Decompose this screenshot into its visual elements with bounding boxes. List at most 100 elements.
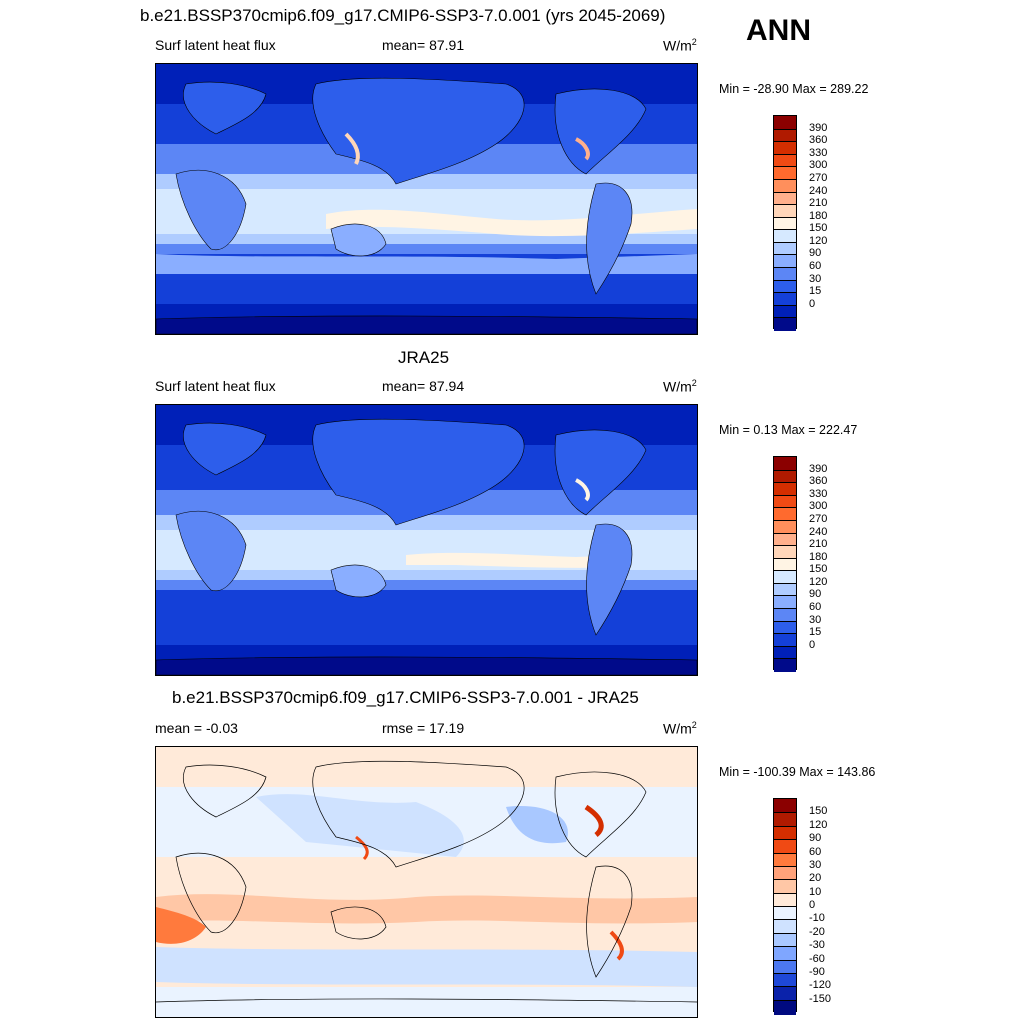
colorbar-swatch — [774, 317, 796, 332]
colorbar-tick-label: 30 — [809, 858, 822, 871]
colorbar-tick-label: 60 — [809, 845, 822, 858]
panel3-units: W/m2 — [663, 720, 697, 737]
panel3-map — [155, 746, 698, 1018]
colorbar-tick-label: 90 — [809, 832, 822, 845]
colorbar-swatch — [774, 645, 796, 660]
colorbar-tick-label: 30 — [809, 613, 822, 626]
colorbar-tick-label: -30 — [809, 939, 825, 952]
panel1-colorbar: 390 360 330 300 270 240 210 180 150 120 90 60 30 15 0 — [773, 115, 843, 332]
panel2-colorbar: 390 360 330 300 270 240 210 180 150 120 90 60 30 15 0 — [773, 456, 843, 673]
panel3-title: b.e21.BSSP370cmip6.f09_g17.CMIP6-SSP3-7.… — [172, 688, 639, 707]
colorbar-tick-label: 15 — [809, 285, 822, 298]
colorbar-swatch — [774, 959, 796, 975]
colorbar-swatch — [774, 633, 796, 648]
colorbar-swatch — [774, 191, 796, 206]
colorbar-swatch — [774, 946, 796, 962]
colorbar-tick-label: 360 — [809, 134, 828, 147]
colorbar-swatch — [774, 494, 796, 509]
colorbar-tick-label: 270 — [809, 171, 828, 184]
colorbar-swatch — [774, 507, 796, 522]
colorbar-swatch — [774, 557, 796, 572]
colorbar-3-frame — [773, 798, 797, 1015]
panel1-minmax: Min = -28.90 Max = 289.22 — [719, 82, 869, 96]
colorbar-swatch — [774, 608, 796, 623]
colorbar-tick-label: 300 — [809, 159, 828, 172]
colorbar-tick-label: 20 — [809, 872, 822, 885]
colorbar-swatch — [774, 658, 796, 673]
colorbar-swatch — [774, 865, 796, 881]
colorbar-tick-label: 0 — [809, 899, 816, 911]
colorbar-swatch — [774, 241, 796, 256]
colorbar-swatch — [774, 582, 796, 597]
panel2-title: JRA25 — [398, 348, 450, 367]
colorbar-swatch — [774, 932, 796, 948]
colorbar-swatch — [774, 972, 796, 988]
panel2-units: W/m2 — [663, 378, 697, 395]
colorbar-tick-label: 300 — [809, 500, 828, 513]
colorbar-tick-label: 60 — [809, 601, 822, 614]
colorbar-swatch — [774, 812, 796, 828]
colorbar-swatch — [774, 595, 796, 610]
colorbar-tick-label: 0 — [809, 297, 816, 310]
colorbar-swatch — [774, 267, 796, 282]
colorbar-swatch — [774, 216, 796, 231]
colorbar-tick-label: -120 — [809, 979, 832, 992]
colorbar-swatch — [774, 906, 796, 921]
colorbar-swatch — [774, 482, 796, 497]
colorbar-tick-label: 240 — [809, 525, 828, 538]
colorbar-tick-label: 270 — [809, 512, 828, 525]
colorbar-swatch — [774, 166, 796, 181]
panel3-mean-label: mean = -0.03 — [155, 720, 238, 736]
panel3-minmax: Min = -100.39 Max = 143.86 — [719, 765, 876, 779]
colorbar-tick-label: 240 — [809, 184, 828, 197]
colorbar-swatch — [774, 204, 796, 219]
colorbar-swatch — [774, 292, 796, 307]
colorbar-swatch — [774, 852, 796, 868]
panel2-minmax: Min = 0.13 Max = 222.47 — [719, 423, 858, 437]
colorbar-1-frame — [773, 115, 797, 332]
colorbar-swatch — [774, 128, 796, 143]
colorbar-2-frame — [773, 456, 797, 673]
panel2-mean-label: mean= 87.94 — [382, 378, 465, 394]
colorbar-swatch — [774, 457, 796, 470]
colorbar-swatch — [774, 116, 796, 129]
colorbar-tick-label: 330 — [809, 487, 828, 500]
colorbar-swatch — [774, 892, 796, 908]
colorbar-tick-label: 180 — [809, 550, 828, 563]
colorbar-swatch — [774, 879, 796, 895]
colorbar-swatch — [774, 519, 796, 534]
colorbar-tick-label: 120 — [809, 818, 828, 831]
colorbar-swatch — [774, 799, 796, 813]
colorbar-swatch — [774, 254, 796, 269]
colorbar-swatch — [774, 839, 796, 855]
colorbar-swatch — [774, 178, 796, 193]
colorbar-swatch — [774, 532, 796, 547]
colorbar-swatch — [774, 986, 796, 1002]
plot-title: b.e21.BSSP370cmip6.f09_g17.CMIP6-SSP3-7.… — [140, 6, 666, 25]
panel1-mean-label: mean= 87.91 — [382, 37, 465, 53]
colorbar-swatch — [774, 825, 796, 841]
colorbar-swatch — [774, 279, 796, 294]
colorbar-swatch — [774, 141, 796, 156]
colorbar-swatch — [774, 919, 796, 935]
colorbar-tick-label: 15 — [809, 626, 822, 639]
panel1-variable-label: Surf latent heat flux — [155, 37, 276, 53]
colorbar-tick-label: 150 — [809, 563, 828, 576]
colorbar-tick-label: 210 — [809, 197, 828, 210]
colorbar-tick-label: 390 — [809, 462, 828, 475]
panel2-map — [155, 404, 698, 676]
colorbar-tick-label: -60 — [809, 952, 825, 965]
colorbar-tick-label: 30 — [809, 272, 822, 285]
colorbar-tick-label: 90 — [809, 588, 822, 601]
colorbar-tick-label: 120 — [809, 575, 828, 588]
colorbar-tick-label: 210 — [809, 538, 828, 551]
panel3-rmse-label: rmse = 17.19 — [382, 720, 465, 736]
colorbar-swatch — [774, 153, 796, 168]
panel1-units: W/m2 — [663, 37, 697, 54]
panel1-map — [155, 63, 698, 335]
colorbar-swatch — [774, 229, 796, 244]
colorbar-tick-label: 150 — [809, 805, 828, 818]
colorbar-swatch — [774, 999, 796, 1015]
panel2-variable-label: Surf latent heat flux — [155, 378, 276, 394]
panel3-colorbar: 150 120 90 60 30 20 10 0 -10 -20 -30 -60 -90 -120 -150 — [773, 798, 843, 1015]
